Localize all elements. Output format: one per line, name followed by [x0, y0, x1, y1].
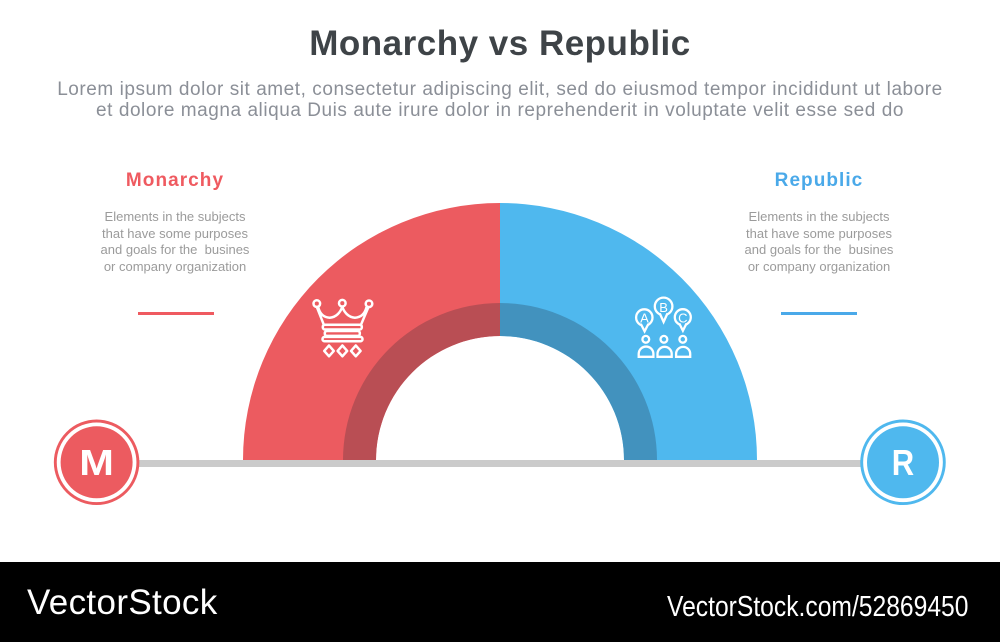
svg-text:R: R — [892, 443, 914, 484]
svg-text:A: A — [640, 311, 649, 326]
svg-text:C: C — [678, 310, 687, 325]
svg-text:B: B — [659, 300, 668, 315]
svg-text:M: M — [79, 443, 114, 483]
